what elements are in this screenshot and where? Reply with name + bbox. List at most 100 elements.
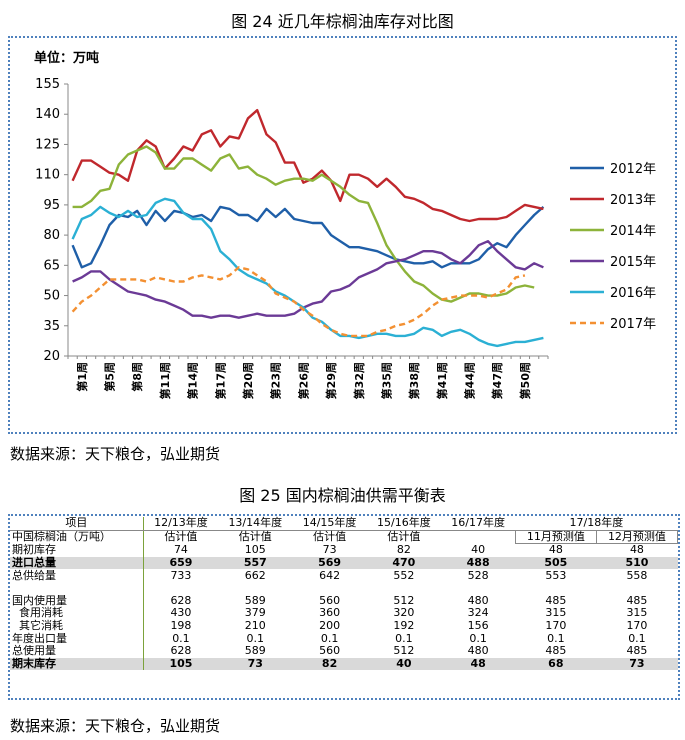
figure24-title: 图 24 近几年棕榈油库存对比图: [231, 12, 454, 31]
table-cell: 198: [170, 619, 192, 633]
table-row-label: 总使用量: [10, 645, 144, 658]
table-cell: 360: [319, 606, 341, 620]
table-col-header: 15/16年度: [366, 517, 441, 531]
table-cell: 512: [393, 593, 415, 607]
table-row-label: [10, 581, 144, 595]
table-cell: 0.1: [469, 631, 487, 645]
x-tick-label: 第8周: [130, 362, 144, 392]
legend-label: 2017年: [610, 317, 656, 332]
table-frame: [8, 514, 680, 700]
table-cell: 0.1: [246, 631, 265, 645]
x-tick-label: 第29周: [324, 362, 338, 399]
table-col-header: 17/18年度: [515, 517, 678, 531]
table-row: 期初库存 74 105 73 82 40 48 48: [10, 543, 678, 557]
table-cell: 73: [218, 658, 293, 671]
table-cell: [367, 582, 441, 595]
table-cell: 82: [396, 543, 411, 557]
table-cell: [441, 582, 515, 595]
series-line-2012年: [71, 205, 545, 269]
table-row-label: 年度出口量: [10, 632, 144, 645]
series-line-2015年: [72, 239, 544, 319]
table-cell: 估计值: [164, 530, 198, 544]
table-row: 国内使用量 628 589 560 512 480 485 485: [10, 595, 678, 608]
y-tick-label: 80: [43, 228, 60, 243]
table-cell: 485: [626, 644, 648, 658]
table-cell: 324: [467, 606, 489, 620]
y-tick-label: 35: [43, 319, 60, 334]
figure25-source: 数据来源：天下粮仓，弘业期货: [10, 717, 221, 735]
table-cell: 170: [545, 619, 567, 633]
x-tick-label: 第1周: [75, 362, 89, 392]
legend-label: 2013年: [610, 193, 656, 208]
table-cell: [218, 582, 292, 595]
unit-label: 单位：万吨: [34, 50, 99, 66]
legend-label: 2012年: [610, 162, 656, 177]
table-cell: 48: [629, 543, 644, 557]
table-cell: 560: [319, 593, 341, 607]
x-tick-label: 第47周: [490, 362, 504, 399]
table-cell: 528: [467, 568, 489, 582]
table-cell: 105: [244, 543, 266, 557]
table-cell: 192: [393, 619, 415, 633]
table-row: [10, 581, 678, 595]
table-cell: 0.1: [395, 631, 413, 645]
table-cell: 320: [393, 606, 415, 620]
table-cell: 82: [292, 658, 367, 671]
table-cell: [596, 582, 677, 595]
table-cell: 0.1: [320, 631, 339, 645]
x-tick-label: 第20周: [241, 362, 255, 399]
table-cell: 557: [218, 557, 293, 570]
table-cell: 315: [626, 606, 648, 620]
table-cell: 560: [319, 644, 341, 658]
table-cell: 589: [244, 644, 266, 658]
table-cell: 估计值: [313, 530, 347, 544]
table-row-label: 期初库存: [10, 543, 144, 557]
table-cell: 210: [244, 619, 266, 633]
table-row-label: 国内使用量: [10, 595, 144, 608]
table-cell: 470: [366, 557, 441, 570]
table-cell: 73: [596, 658, 678, 671]
table-row-label: 食用消耗: [10, 607, 144, 620]
table-cell: 505: [515, 557, 597, 570]
table-row: 进口总量 659 557 569 470 488 505 510: [10, 557, 678, 570]
table-cell: 589: [244, 593, 266, 607]
table-cell: 488: [441, 557, 516, 570]
table-cell: 430: [170, 606, 192, 620]
table-cell: 0.1: [172, 631, 190, 645]
table-col-header: 14/15年度: [292, 517, 367, 531]
table-cell: 733: [170, 568, 192, 582]
table-col-header: 13/14年度: [218, 517, 293, 531]
figure24-source: 数据来源：天下粮仓，弘业期货: [10, 445, 221, 463]
y-tick-label: 65: [43, 258, 60, 273]
table-row-label: 其它消耗: [10, 620, 144, 633]
table-cell: 480: [467, 593, 489, 607]
table-row-label: 总供给量: [10, 569, 144, 582]
y-tick-label: 125: [35, 137, 60, 152]
legend-label: 2014年: [610, 224, 656, 239]
x-tick-label: 第50周: [518, 362, 532, 399]
table-row: 总供给量 733 662 642 552 528 553 558: [10, 569, 678, 582]
table-cell: 0.1: [628, 631, 646, 645]
table-cell: 105: [143, 658, 219, 671]
table-cell: [143, 582, 218, 595]
x-tick-label: 第17周: [213, 362, 227, 399]
x-tick-label: 第32周: [352, 362, 366, 399]
table-cell: 48: [548, 543, 563, 557]
series-line-2017年: [71, 266, 526, 338]
table-cell: 估计值: [238, 530, 272, 544]
x-tick-label: 第38周: [407, 362, 421, 399]
table-row-label: 中国棕榈油（万吨）: [10, 530, 144, 544]
table-cell: 485: [626, 593, 648, 607]
y-tick-label: 155: [35, 77, 60, 92]
x-tick-label: 第41周: [435, 362, 449, 399]
table-cell: 200: [319, 619, 341, 633]
table-row: 年度出口量 0.1 0.1 0.1 0.1 0.1 0.1 0.1: [10, 632, 678, 645]
x-tick-label: 第5周: [103, 362, 117, 392]
table-subheader-row: 中国棕榈油（万吨） 估计值 估计值 估计值 估计值 11月预测值 12月预测值: [10, 529, 679, 545]
y-tick-label: 50: [43, 289, 60, 304]
table-cell: 74: [173, 543, 188, 557]
table-row: 期末库存 105 73 82 40 48 68 73: [10, 658, 678, 671]
table-col-header: 12/13年度: [143, 517, 219, 531]
series-line-2014年: [72, 145, 535, 303]
